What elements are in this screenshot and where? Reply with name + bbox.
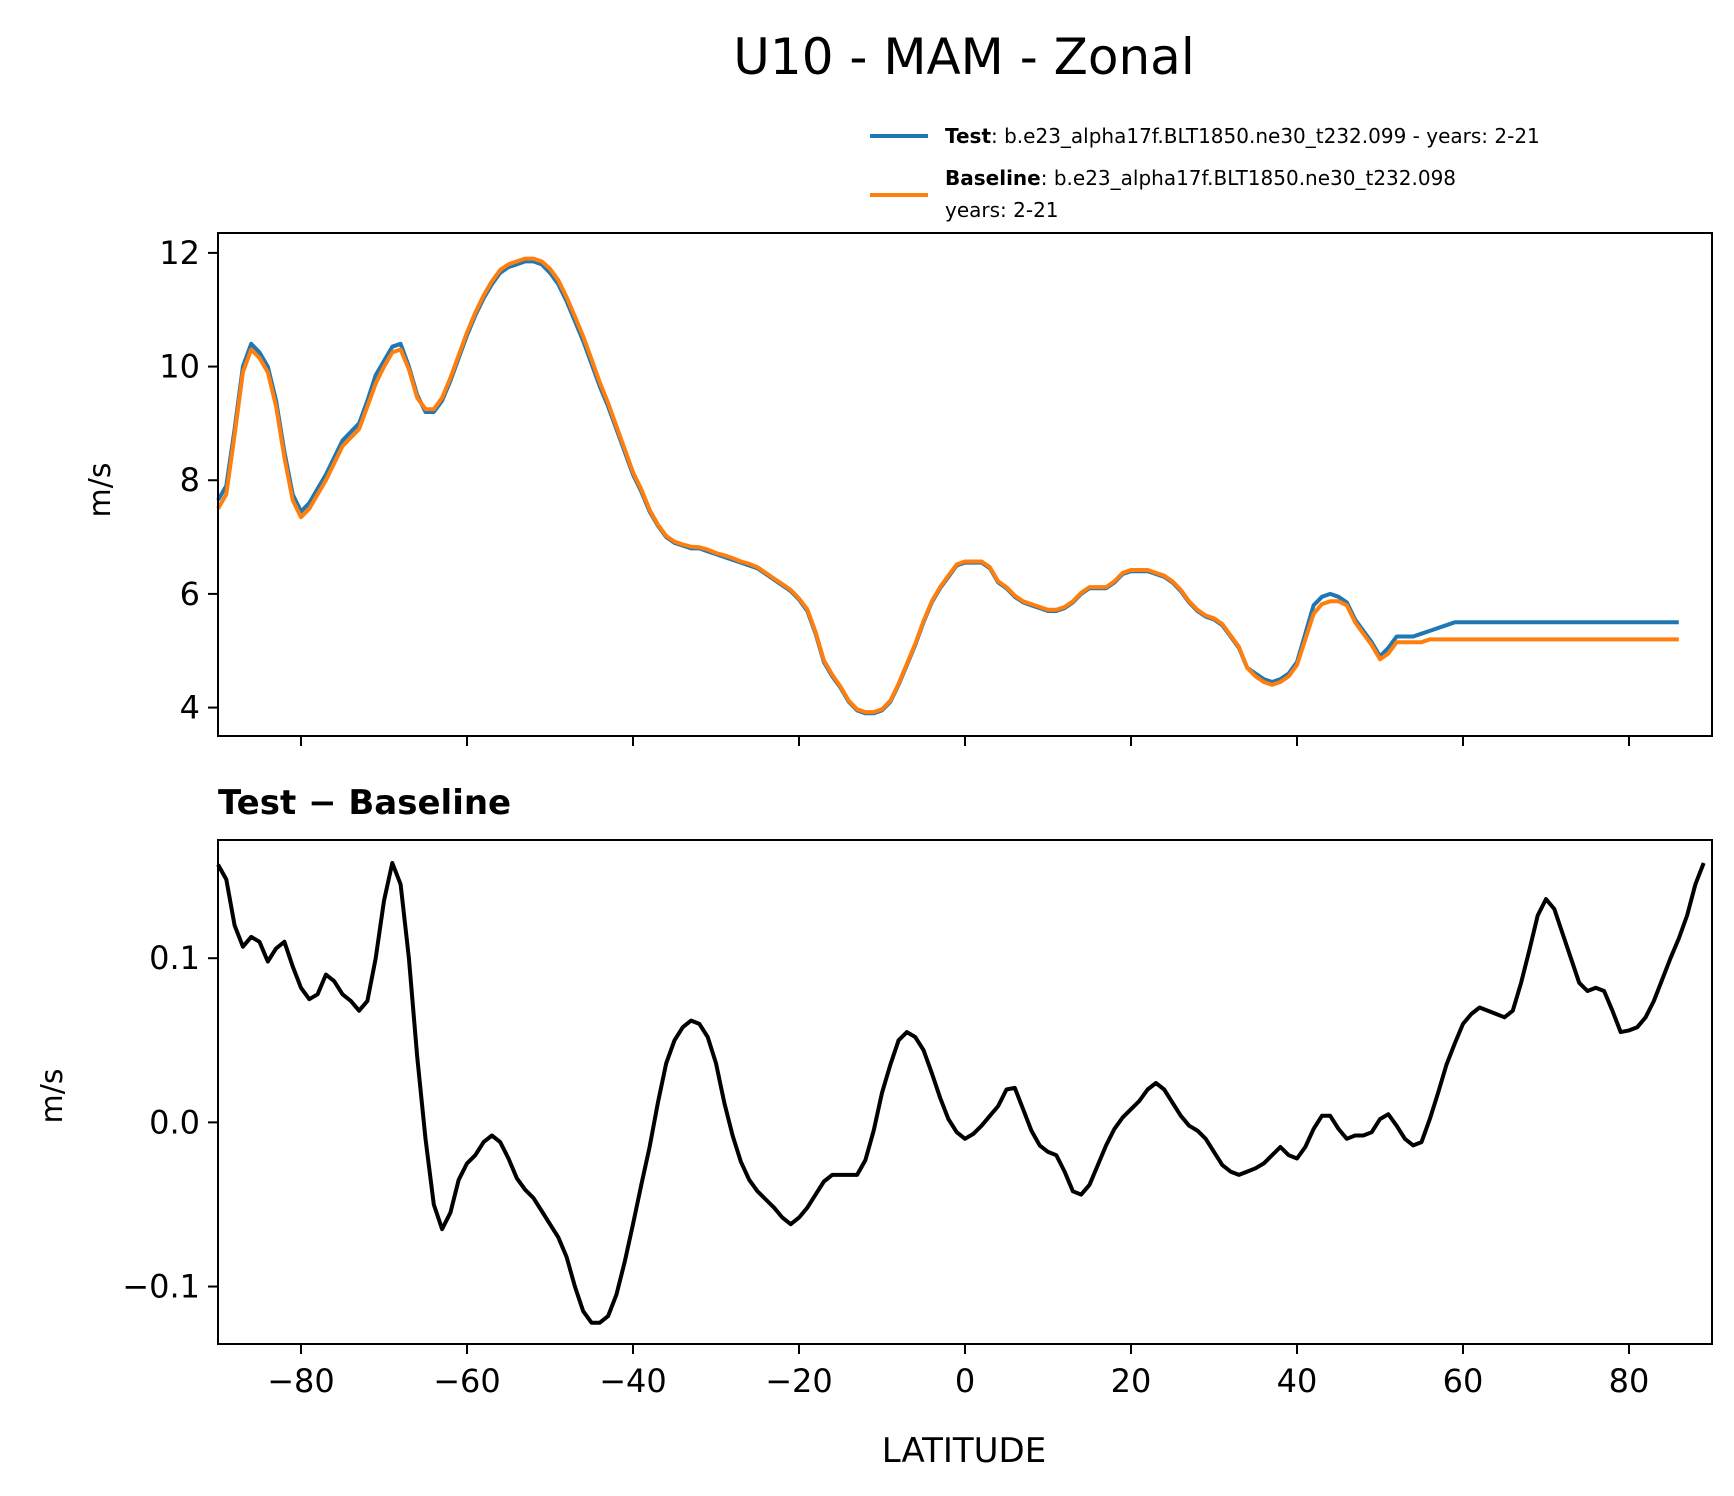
bottom-x-tick-label: 20 (1111, 1362, 1152, 1400)
top-y-tick-label: 6 (180, 575, 200, 613)
bottom-x-tick-label: 80 (1609, 1362, 1650, 1400)
top-y-tick-label: 10 (159, 348, 200, 386)
bottom-axis-ticks: −80 −60 −40 −20 0 20 40 60 80 −0.1 0.0 0.1 (122, 939, 1649, 1400)
top-plot-frame (217, 232, 1713, 737)
legend-test-label: Test (945, 124, 991, 148)
series-line-test-baseline (216, 861, 1706, 1325)
series-line-test (216, 259, 1679, 716)
top-panel: 4 6 8 10 12 m/s (83, 232, 1713, 746)
bottom-x-tick-label: −20 (765, 1362, 833, 1400)
figure-title: U10 - MAM - Zonal (733, 28, 1194, 86)
top-series-lines (216, 256, 1679, 716)
bottom-x-tick-label: 40 (1277, 1362, 1318, 1400)
legend-baseline-text: : b.e23_alpha17f.BLT1850.ne30_t232.098 (1041, 166, 1456, 190)
bottom-x-tick-label: −40 (599, 1362, 667, 1400)
bottom-y-tick-label: −0.1 (122, 1268, 200, 1306)
legend-baseline-years: years: 2-21 (945, 198, 1059, 222)
bottom-x-tick-label: 0 (955, 1362, 975, 1400)
top-y-axis-label: m/s (83, 463, 118, 518)
bottom-x-tick-label: −80 (267, 1362, 335, 1400)
legend-baseline-label: Baseline (945, 166, 1041, 190)
top-y-tick-label: 12 (159, 234, 200, 272)
bottom-panel-title: Test − Baseline (218, 783, 511, 823)
top-y-tick-label: 4 (180, 689, 200, 727)
series-line-baseline (216, 256, 1679, 715)
legend-test-text: : b.e23_alpha17f.BLT1850.ne30_t232.099 -… (991, 124, 1540, 148)
bottom-y-tick-label: 0.1 (149, 939, 200, 977)
legend-entry-test: Test: b.e23_alpha17f.BLT1850.ne30_t232.0… (945, 124, 1540, 148)
legend-entry-baseline: Baseline: b.e23_alpha17f.BLT1850.ne30_t2… (945, 166, 1456, 190)
top-y-tick-label: 8 (180, 461, 200, 499)
legend: Test: b.e23_alpha17f.BLT1850.ne30_t232.0… (870, 124, 1540, 222)
bottom-y-tick-label: 0.0 (149, 1103, 200, 1141)
bottom-plot-frame (217, 839, 1713, 1345)
bottom-panel: Test − Baseline −80 −60 −40 −20 0 20 40 60 80 −0.… (35, 783, 1713, 1471)
bottom-x-tick-label: 60 (1443, 1362, 1484, 1400)
bottom-y-axis-label: m/s (35, 1069, 70, 1124)
bottom-series-lines (216, 861, 1706, 1325)
x-axis-label: LATITUDE (882, 1431, 1046, 1471)
top-axis-ticks: 4 6 8 10 12 (159, 234, 1630, 746)
bottom-x-tick-label: −60 (433, 1362, 501, 1400)
